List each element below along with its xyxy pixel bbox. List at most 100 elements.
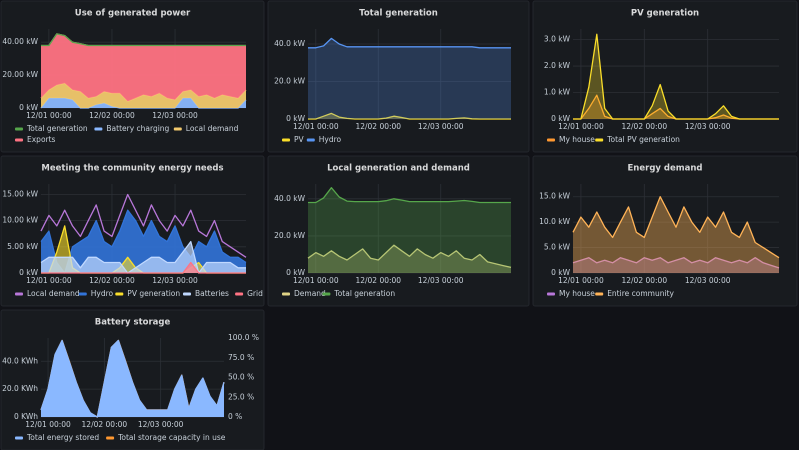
legend-swatch xyxy=(282,138,290,142)
y-tick-label: 10.00 kW xyxy=(2,216,38,225)
legend-swatch xyxy=(306,138,315,142)
y2-tick-label: 75.0 % xyxy=(228,353,254,362)
legend-label: PV xyxy=(294,135,305,144)
legend-swatch xyxy=(235,292,244,296)
series-area xyxy=(41,83,246,108)
panel: Use of generated power 0 kW 20.00 kW 40.00 … xyxy=(0,0,265,153)
series-line xyxy=(308,37,511,49)
panel: Energy demand 0 kW 5.0 kW 10.0 kW 15.0 kW 12/… xyxy=(532,155,798,307)
x-tick-label: 12/01 00:00 xyxy=(293,122,339,131)
legend-label: Total generation xyxy=(26,124,88,133)
series-area xyxy=(41,262,246,273)
x-tick-label: 12/02 00:00 xyxy=(89,111,135,120)
series-line xyxy=(308,112,511,120)
series-line xyxy=(40,240,246,274)
x-tick-label: 12/01 00:00 xyxy=(293,276,339,285)
panel-title: Energy demand xyxy=(628,164,703,174)
legend-label: Grid xyxy=(247,289,263,298)
panel-background xyxy=(532,155,798,307)
x-tick-label: 12/02 00:00 xyxy=(621,276,667,285)
series-area xyxy=(308,187,511,273)
legend-label: Batteries xyxy=(195,289,229,298)
y-tick-label: 20.0 kW xyxy=(274,231,305,240)
legend-swatch xyxy=(78,292,87,296)
x-tick-label: 12/03 00:00 xyxy=(418,276,464,285)
y-tick-label: 40.0 kW xyxy=(274,194,305,203)
y2-tick-label: 100.0 % xyxy=(228,333,259,342)
panel-title: Local generation and demand xyxy=(327,164,470,174)
panel-background xyxy=(532,0,798,153)
x-tick-label: 12/02 00:00 xyxy=(355,122,401,131)
legend-label: My house xyxy=(559,289,595,298)
panel-title: PV generation xyxy=(631,9,699,19)
x-tick-label: 12/01 00:00 xyxy=(26,276,72,285)
x-tick-label: 12/03 00:00 xyxy=(152,111,198,120)
panel: Battery storage 0 KWh 20.0 KWh 40.0 KWh 0 % 2… xyxy=(0,309,265,450)
series-area xyxy=(41,340,224,417)
legend-swatch xyxy=(547,138,555,142)
y-tick-label: 20.0 KWh xyxy=(2,384,38,393)
series-area xyxy=(573,34,779,119)
series-line xyxy=(40,339,225,418)
y-tick-label: 1.0 kW xyxy=(544,88,571,97)
y-tick-label: 20.00 kW xyxy=(2,70,38,79)
legend-swatch xyxy=(15,436,23,440)
legend-label: Hydro xyxy=(319,135,342,144)
legend-label: Hydro xyxy=(91,289,114,298)
legend-label: PV generation xyxy=(127,289,180,298)
series-area xyxy=(41,98,246,108)
y-tick-label: 2.0 kW xyxy=(544,61,571,70)
series-area xyxy=(308,38,511,119)
x-tick-label: 12/02 00:00 xyxy=(355,276,401,285)
legend-label: Total generation xyxy=(333,289,395,298)
legend-swatch xyxy=(15,292,23,296)
x-tick-label: 12/03 00:00 xyxy=(418,122,464,131)
y-tick-label: 15.00 kW xyxy=(2,189,38,198)
panel: Meeting the community energy needs 0 kW 5.… xyxy=(0,155,265,307)
x-tick-label: 12/01 00:00 xyxy=(558,122,604,131)
legend-label: Entire community xyxy=(607,289,674,298)
panel-title: Battery storage xyxy=(95,318,171,328)
x-tick-label: 12/03 00:00 xyxy=(685,122,731,131)
y-tick-label: 0 kW xyxy=(286,114,305,123)
legend-swatch xyxy=(15,127,23,131)
panel-background xyxy=(0,309,265,450)
y-tick-label: 0 kW xyxy=(286,268,305,277)
series-line xyxy=(40,209,247,274)
legend-swatch xyxy=(547,292,555,296)
legend-label: Demand xyxy=(294,289,326,298)
series-line xyxy=(307,244,512,269)
panel-title: Use of generated power xyxy=(75,9,191,19)
x-tick-label: 12/03 00:00 xyxy=(152,276,198,285)
legend-label: Exports xyxy=(27,135,56,144)
panel: Local generation and demand 0 kW 20.0 kW 40… xyxy=(267,155,530,307)
y-tick-label: 0 KWh xyxy=(14,412,38,421)
x-tick-label: 12/02 00:00 xyxy=(89,276,135,285)
panel-title: Meeting the community energy needs xyxy=(41,164,223,174)
legend-swatch xyxy=(322,292,331,296)
legend-swatch xyxy=(595,138,604,142)
series-line xyxy=(41,33,246,47)
y-tick-label: 5.0 kW xyxy=(544,243,571,252)
legend-swatch xyxy=(183,292,191,296)
legend-label: My house xyxy=(559,135,595,144)
series-area xyxy=(573,95,779,119)
series-line xyxy=(572,257,780,269)
panel: Total generation 0 kW 20.0 kW 40.0 kW 12/01 … xyxy=(267,0,530,153)
panel-background xyxy=(267,155,530,307)
panel: PV generation 0 kW 1.0 kW 2.0 kW 3.0 kW 12/01… xyxy=(532,0,798,153)
series-line xyxy=(308,187,511,204)
legend-swatch xyxy=(282,292,290,296)
legend-label: Battery charging xyxy=(106,124,169,133)
series-line xyxy=(41,261,246,274)
y-tick-label: 20.0 kW xyxy=(274,77,305,86)
series-line xyxy=(40,193,247,258)
x-tick-label: 12/01 00:00 xyxy=(558,276,604,285)
series-area xyxy=(41,241,246,273)
legend-swatch xyxy=(595,292,604,296)
legend-swatch xyxy=(94,127,103,131)
y-tick-label: 0 kW xyxy=(19,103,38,112)
legend-swatch xyxy=(106,436,115,440)
y2-tick-label: 50.0 % xyxy=(228,373,254,382)
